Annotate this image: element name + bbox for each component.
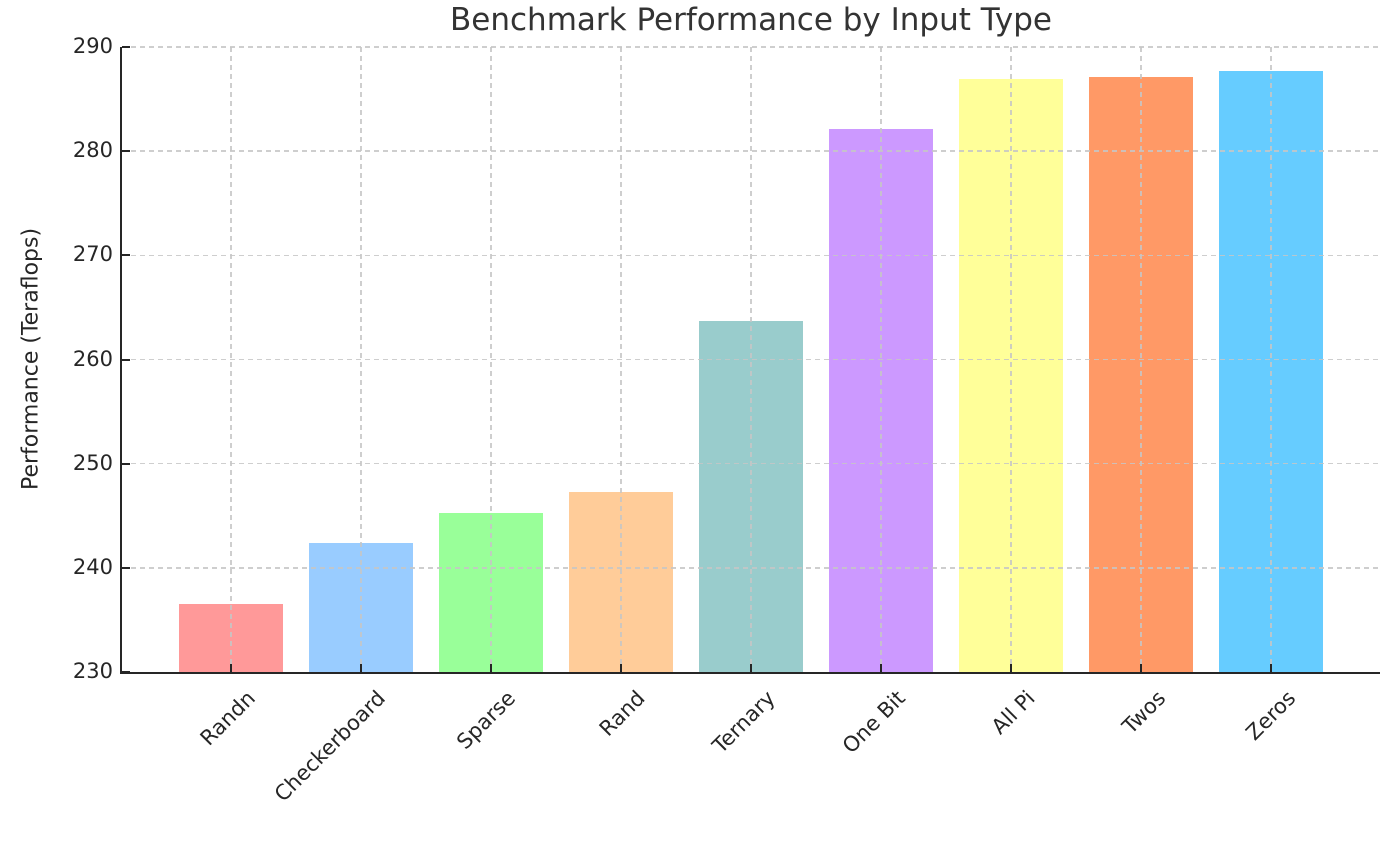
y-tick-mark bbox=[122, 358, 130, 361]
x-tick-mark bbox=[230, 664, 232, 672]
y-tick-mark bbox=[122, 462, 130, 465]
x-tick-mark bbox=[880, 664, 882, 672]
x-tick-mark bbox=[750, 664, 752, 672]
x-tick-mark bbox=[620, 664, 622, 672]
x-tick-mark bbox=[490, 664, 492, 672]
x-tick-label-twos: Twos bbox=[1117, 686, 1170, 739]
y-tick-label: 230 bbox=[72, 659, 113, 684]
x-tick-label-ternary: Ternary bbox=[708, 686, 780, 758]
y-tick-label: 250 bbox=[72, 450, 113, 475]
y-tick-mark bbox=[122, 254, 130, 257]
x-tick-mark bbox=[360, 664, 362, 672]
x-tick-label-sparse: Sparse bbox=[452, 686, 520, 754]
plot-area bbox=[120, 46, 1380, 674]
y-tick-mark bbox=[122, 46, 130, 48]
horizontal-gridline bbox=[122, 567, 1380, 569]
horizontal-gridline bbox=[122, 358, 1380, 361]
x-tick-label-rand: Rand bbox=[595, 686, 650, 741]
y-tick-label: 240 bbox=[72, 554, 113, 579]
y-tick-label: 280 bbox=[72, 138, 113, 163]
x-tick-label-randn: Randn bbox=[195, 686, 260, 751]
y-tick-label: 290 bbox=[72, 34, 113, 59]
horizontal-gridline bbox=[122, 150, 1380, 152]
x-tick-mark bbox=[1270, 664, 1272, 672]
x-tick-label-checkerboard: Checkerboard bbox=[269, 686, 390, 807]
y-tick-mark bbox=[122, 150, 130, 153]
horizontal-gridline bbox=[122, 462, 1380, 465]
y-tick-mark bbox=[122, 566, 130, 569]
y-axis-spine bbox=[120, 47, 122, 674]
horizontal-gridline bbox=[122, 254, 1380, 257]
y-tick-label: 260 bbox=[72, 346, 113, 371]
horizontal-gridline bbox=[122, 46, 1380, 48]
chart-title: Benchmark Performance by Input Type bbox=[450, 2, 1052, 38]
x-tick-label-zeros: Zeros bbox=[1241, 686, 1300, 745]
x-tick-label-one-bit: One Bit bbox=[837, 686, 910, 759]
x-axis-spine bbox=[120, 672, 1380, 674]
x-tick-mark bbox=[1140, 664, 1142, 672]
x-tick-mark bbox=[1010, 664, 1012, 672]
x-tick-label-all-pi: All Pi bbox=[987, 686, 1040, 739]
y-tick-mark bbox=[122, 671, 130, 673]
y-tick-label: 270 bbox=[72, 242, 113, 267]
